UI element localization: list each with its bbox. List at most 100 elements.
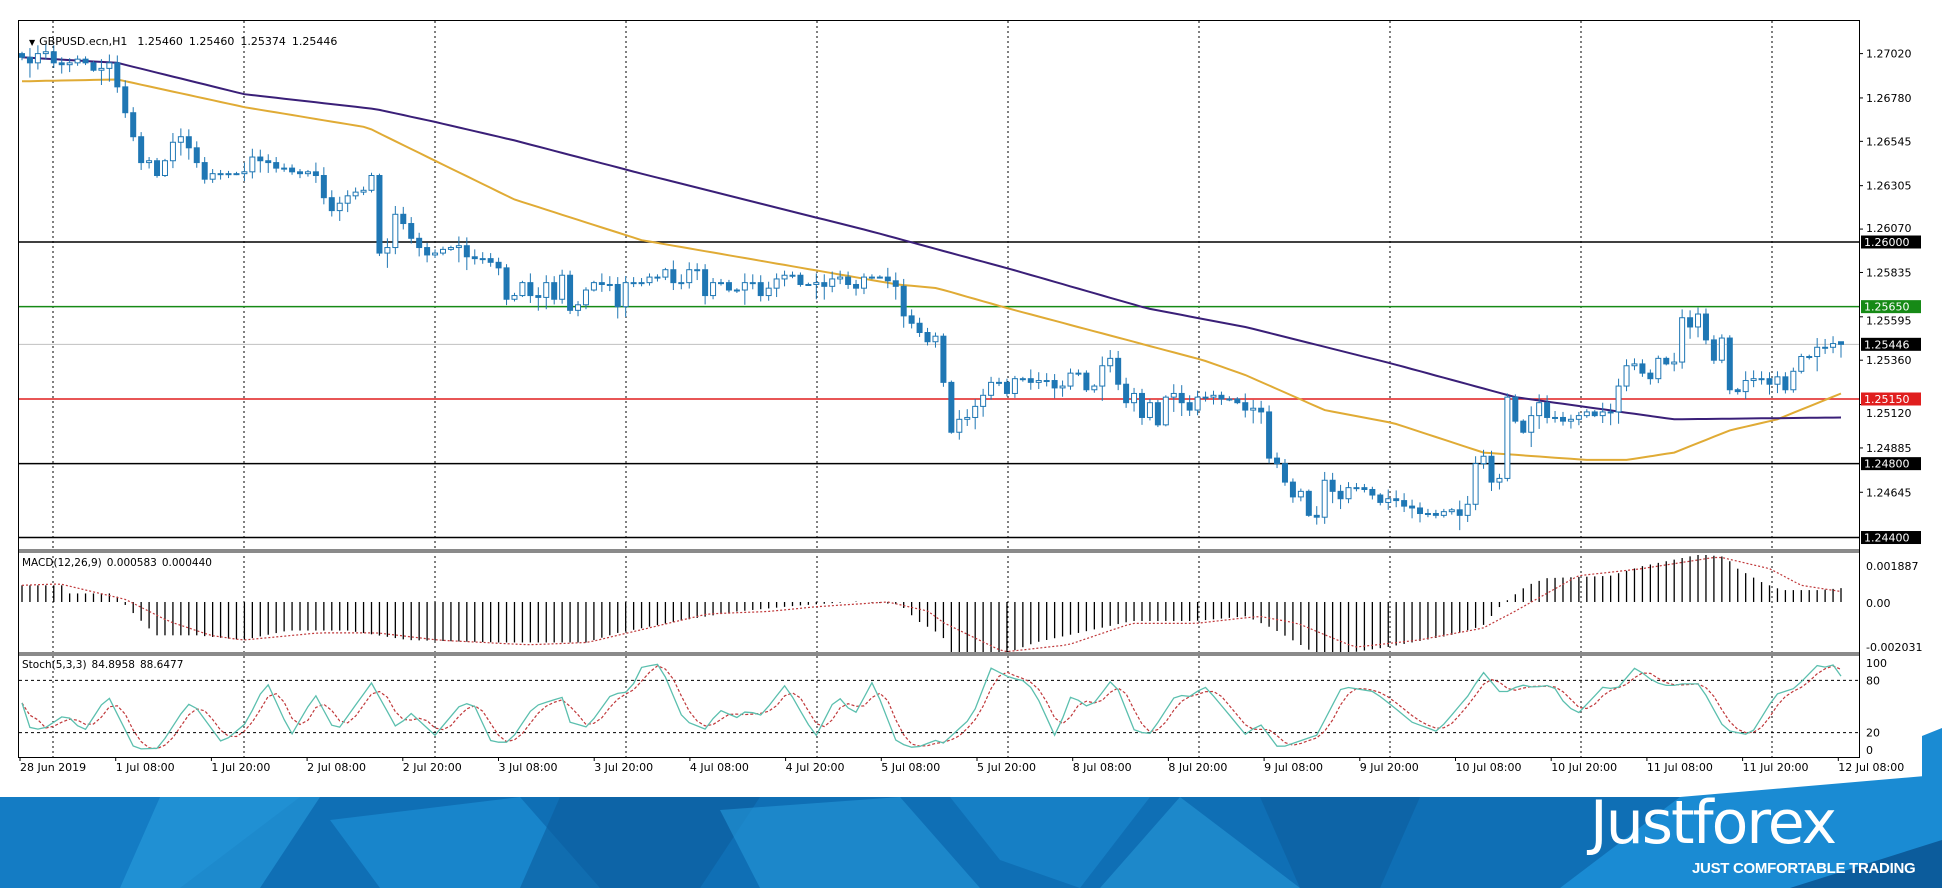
candle	[1202, 391, 1209, 402]
candle	[1718, 334, 1725, 364]
triangle-down-icon[interactable]: ▼	[29, 38, 36, 47]
price-tick-label: 1.24645	[1866, 486, 1912, 499]
candle	[1822, 338, 1829, 354]
candle-body-bull	[1162, 396, 1169, 426]
candle	[1393, 490, 1400, 508]
candle	[34, 45, 41, 70]
candle-body-bull	[1607, 411, 1614, 414]
level-price-label: 1.24400	[1864, 532, 1910, 545]
candle	[225, 170, 232, 179]
level-price-label: 1.26000	[1864, 236, 1910, 249]
candle	[455, 236, 462, 263]
candle-body-bear	[924, 332, 931, 343]
candle	[42, 44, 49, 60]
candle	[1726, 335, 1733, 395]
candle	[996, 377, 1003, 387]
candle-body-bear	[463, 245, 470, 258]
candle-body-bull	[384, 247, 391, 254]
candle	[1019, 376, 1026, 382]
level-price-label: 1.25150	[1864, 393, 1910, 406]
stoch-pane	[19, 663, 1859, 750]
candle-body-bull	[1480, 455, 1487, 465]
candle-body-bull	[1131, 392, 1138, 404]
candle-body-bull	[1790, 370, 1797, 391]
bid-price-label: 1.25446	[1864, 338, 1910, 351]
candle-body-bull	[829, 278, 836, 287]
candle-body-bear	[1687, 317, 1694, 328]
candle-body-bull	[733, 289, 740, 292]
candle-body-bear	[1559, 416, 1566, 422]
candle	[860, 273, 867, 295]
candle	[559, 269, 566, 304]
candle	[821, 274, 828, 300]
candle-body-bull	[1250, 407, 1257, 411]
candle	[1496, 473, 1503, 490]
candle	[265, 154, 272, 173]
candle	[1369, 486, 1376, 500]
close-value: 1.25446	[291, 35, 338, 48]
stoch-label: Stoch(5,3,3) 84.8958 88.6477	[22, 659, 188, 671]
candle	[58, 57, 65, 74]
time-tick-label: 11 Jul 20:00	[1743, 761, 1809, 774]
level-price-label-bg	[1861, 457, 1921, 471]
candle-body-bear	[567, 274, 574, 311]
candle	[1679, 309, 1686, 369]
candle	[376, 173, 383, 257]
stoch-name: Stoch(5,3,3)	[22, 659, 87, 671]
candle-body-bear	[1432, 513, 1439, 516]
candle-body-bull	[1210, 394, 1217, 398]
time-tick-label: 12 Jul 08:00	[1838, 761, 1904, 774]
candle-body-bear	[265, 160, 272, 164]
candle-body-bull	[630, 282, 637, 285]
candle-body-bull	[1107, 357, 1114, 367]
candle	[670, 260, 677, 291]
candle-body-bear	[1281, 463, 1288, 483]
macd-label: MACD(12,26,9) 0.000583 0.000440	[22, 557, 217, 569]
candle	[1512, 394, 1519, 424]
candle-body-bull	[741, 282, 748, 291]
candle	[678, 274, 685, 290]
candle	[749, 274, 756, 290]
candle-body-bull	[1170, 392, 1177, 398]
candle-body-bear	[1138, 392, 1145, 418]
candle-body-bull	[66, 62, 73, 66]
candle-body-bear	[1313, 514, 1320, 518]
candle-body-bull	[996, 381, 1003, 384]
candle-body-bull	[74, 58, 81, 64]
candle	[1695, 307, 1702, 338]
candle	[400, 206, 407, 230]
candle	[694, 263, 701, 281]
candle-body-bull	[654, 276, 661, 279]
candle	[1567, 414, 1574, 429]
candle-body-bull	[42, 51, 49, 55]
candle-body-bear	[408, 223, 415, 239]
candle-body-bull	[956, 418, 963, 433]
candle	[1448, 507, 1455, 515]
candle-body-bull	[1448, 509, 1455, 513]
candle-body-bear	[320, 175, 327, 199]
candle-body-bear	[1266, 411, 1273, 459]
candle-body-bull	[519, 282, 526, 297]
candle	[606, 276, 613, 292]
candle-body-bear	[297, 171, 304, 175]
candle-body-bear	[1456, 509, 1463, 516]
candle-body-bear	[948, 381, 955, 433]
candle	[463, 237, 470, 271]
candle	[154, 157, 161, 178]
candle-body-bull	[1528, 415, 1535, 433]
candle-body-bull	[360, 189, 367, 193]
symbol-label: GBPUSD.ecn,H1	[39, 35, 128, 48]
candle	[598, 273, 605, 292]
candle-body-bear	[1218, 394, 1225, 400]
candle	[1472, 456, 1479, 511]
candle-body-bear	[1186, 402, 1193, 411]
candle	[336, 196, 343, 221]
candle	[567, 270, 574, 315]
grid-lines	[52, 21, 1773, 757]
candle	[130, 107, 137, 142]
candle	[138, 132, 145, 170]
candle-body-bull	[1774, 376, 1781, 385]
candle-body-bear	[670, 269, 677, 284]
candle-body-bull	[1615, 385, 1622, 413]
